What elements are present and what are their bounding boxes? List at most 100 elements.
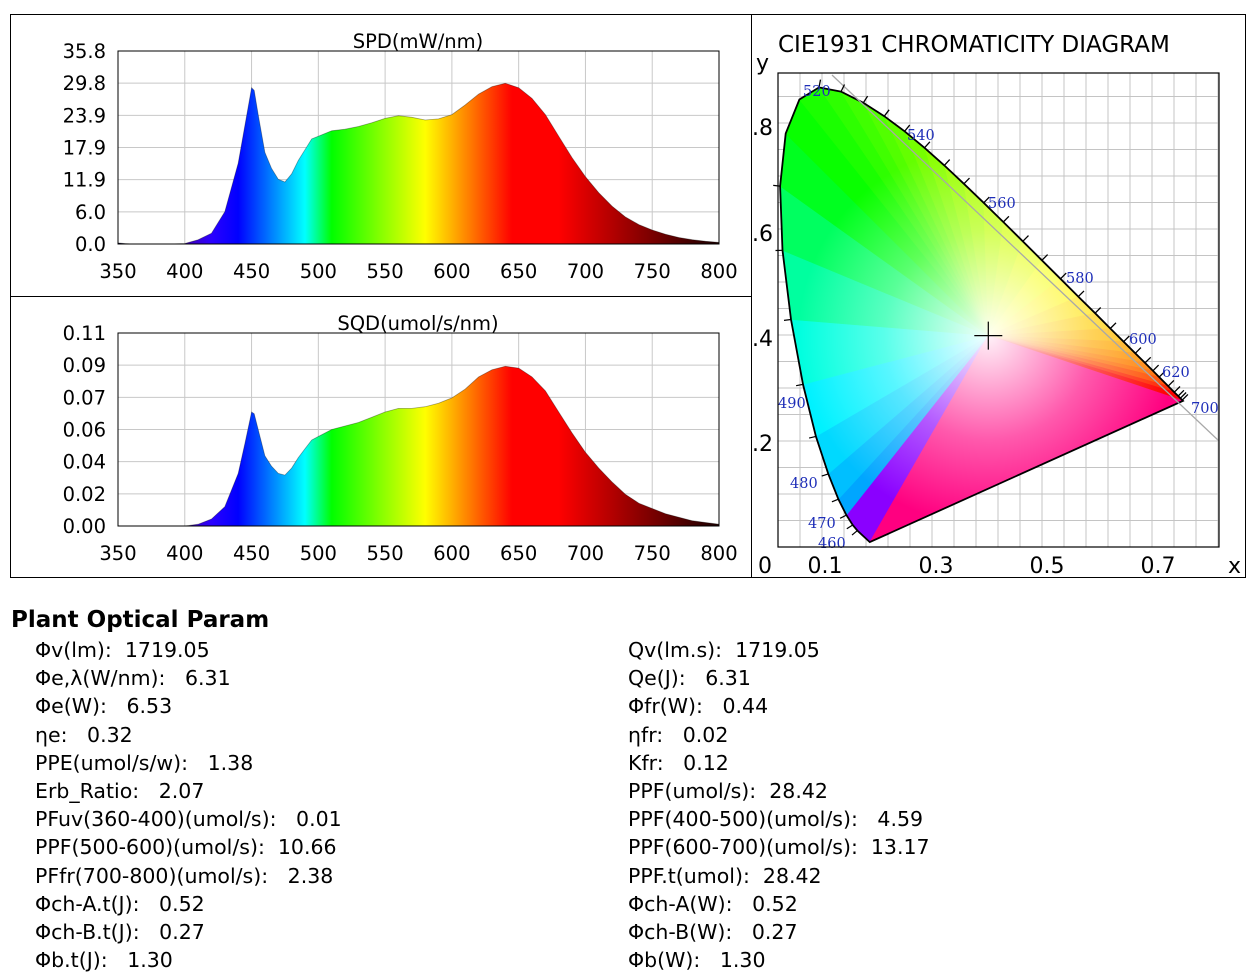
sqd-y-tick-label: 0.00 xyxy=(63,515,106,538)
cie-wavelength-label: 520 xyxy=(803,84,831,100)
param-left-row: ηe: 0.32 xyxy=(35,722,133,747)
cie-locus-tick xyxy=(1123,335,1130,343)
cie-locus-tick xyxy=(1134,347,1142,354)
cie-locus-tick xyxy=(1152,364,1160,372)
sqd-x-tick-label: 600 xyxy=(433,542,470,565)
param-left-row: Φb.t(J): 1.30 xyxy=(35,948,173,973)
sqd-x-tick-label: 650 xyxy=(500,542,537,565)
param-right-row: Qv(lm.s): 1719.05 xyxy=(628,638,820,662)
cie-locus-tick xyxy=(1022,235,1029,242)
spd-y-tick-label: 0.0 xyxy=(75,233,106,256)
spd-plot-frame xyxy=(117,50,720,245)
sqd-y-tick-label: 0.06 xyxy=(63,419,106,442)
spd-x-tick-label: 650 xyxy=(500,260,537,283)
sqd-y-tick-label: 0.04 xyxy=(63,451,106,474)
spd-y-tick-label: 11.9 xyxy=(63,169,106,192)
sqd-x-tick-label: 800 xyxy=(700,542,737,565)
cie-locus-tick xyxy=(1002,215,1010,223)
spd-x-tick-label: 450 xyxy=(233,260,270,283)
cie-panel xyxy=(751,14,1246,578)
cie-locus-tick xyxy=(818,79,822,88)
cie-y-tick-label: .8 xyxy=(752,116,773,141)
cie-x-tick-label: 0.7 xyxy=(1141,554,1176,579)
cie-plot-frame xyxy=(777,72,1220,548)
cie-wavelength-label: 560 xyxy=(988,196,1016,212)
sqd-spectrum-line xyxy=(118,365,720,527)
spd-y-tick-label: 35.8 xyxy=(63,40,106,63)
cie-locus-tick xyxy=(1167,379,1175,387)
sqd-chart: SQD(umol/s/nm) 0.00 0.02 0.04 0.06 0.07 0.09 0… xyxy=(63,312,738,565)
spd-y-tick-label: 23.9 xyxy=(63,104,106,127)
param-right-row: Φb(W): 1.30 xyxy=(628,948,766,973)
sqd-y-tick-label: 0.07 xyxy=(63,386,106,409)
param-left-row: PPF(500-600)(umol/s): 10.66 xyxy=(35,835,337,860)
cie-wavelength-label: 460 xyxy=(818,536,846,552)
param-right-row: PPF(400-500)(umol/s): 4.59 xyxy=(628,807,924,832)
param-left-row: Φe(W): 6.53 xyxy=(35,694,173,719)
cie-x-tick-label: 0.5 xyxy=(1030,554,1065,579)
plant-params-left-column: Φv(lm): 1719.05 Φe,λ(W/nm): 6.31 Φe(W): 6.… xyxy=(35,636,342,974)
param-right-row: Φch-A(W): 0.52 xyxy=(628,891,798,916)
param-left-row: Φch-B.t(J): 0.27 xyxy=(35,920,205,945)
spd-y-tick-label: 29.8 xyxy=(63,72,106,95)
cie-locus-tick xyxy=(1077,290,1085,298)
cie-y-tick-label: .6 xyxy=(752,222,773,247)
spd-x-tick-label: 500 xyxy=(300,260,337,283)
spd-x-tick-label: 750 xyxy=(634,260,671,283)
sqd-x-tick-label: 700 xyxy=(567,542,604,565)
cie-locus-tick xyxy=(943,159,951,166)
param-right-row: Kfr: 0.12 xyxy=(628,750,729,775)
cie-locus-tick xyxy=(840,84,846,92)
cie-locus-tick xyxy=(904,124,911,132)
cie-locus-tick xyxy=(839,514,847,519)
spd-y-tick-label: 6.0 xyxy=(75,201,106,224)
param-left-row: Erb_Ratio: 2.07 xyxy=(35,779,205,804)
cie-locus-tick xyxy=(1109,322,1117,329)
spd-spectrum-area xyxy=(118,83,719,244)
sqd-title: SQD(umol/s/nm) xyxy=(337,312,498,335)
param-left-row: PPE(umol/s/w): 1.38 xyxy=(35,750,254,775)
cie-title: CIE1931 CHROMATICITY DIAGRAM xyxy=(778,32,1170,58)
cie-wavelength-label: 700 xyxy=(1191,401,1219,417)
cie-locus-tick xyxy=(783,318,792,321)
cie-y-tick-label: .4 xyxy=(752,327,773,352)
sqd-spectrum-area xyxy=(118,366,719,526)
cie-locus-tick xyxy=(1144,356,1152,364)
spd-x-tick-label: 550 xyxy=(366,260,403,283)
plant-params-title: Plant Optical Param xyxy=(11,607,270,633)
param-right-row: Φfr(W): 0.44 xyxy=(628,694,769,719)
sqd-x-tick-label: 350 xyxy=(99,542,136,565)
cie-x-tick-label: 0 xyxy=(758,554,772,579)
cie-wavelength-label: 580 xyxy=(1066,271,1094,287)
cie-locus-tick xyxy=(963,177,970,185)
sqd-plot-frame xyxy=(117,332,720,527)
cie-locus-tick xyxy=(1177,389,1185,397)
cie-chart: 460 470 480 490 520 540 560 580 600 620 700 CIE193… xyxy=(752,32,1241,579)
spd-chart: SPD(mW/nm) 0.0 6.0 11.9 17.9 23.9 29.8 35.8 35… xyxy=(63,30,738,283)
spectrum-figure: SPD(mW/nm) 0.0 6.0 11.9 17.9 23.9 29.8 35.8 35… xyxy=(10,14,1246,579)
cie-locus-tick xyxy=(831,498,839,503)
cie-locus-tick xyxy=(851,530,858,536)
param-right-row: PPF.t(umol): 28.42 xyxy=(628,863,822,888)
cie-locus-tick xyxy=(808,435,817,439)
planck-diagonal-line xyxy=(831,74,1219,442)
param-right-row: PPF(umol/s): 28.42 xyxy=(628,779,828,804)
spd-x-tick-label: 350 xyxy=(99,260,136,283)
sqd-y-tick-label: 0.02 xyxy=(63,483,106,506)
sqd-y-tick-label: 0.11 xyxy=(63,322,106,345)
spd-title: SPD(mW/nm) xyxy=(353,30,484,53)
cie-wavelength-label: 470 xyxy=(808,516,836,532)
plant-params-right-column: Qv(lm.s): 1719.05 Qe(J): 6.31 Φfr(W): 0.44… xyxy=(628,636,930,974)
param-right-row: Φch-B(W): 0.27 xyxy=(628,920,798,945)
spd-x-tick-label: 600 xyxy=(433,260,470,283)
cie-locus-tick xyxy=(1181,393,1189,401)
param-right-row: Qe(J): 6.31 xyxy=(628,666,751,691)
cie-y-tick-label: .2 xyxy=(752,432,773,457)
cie-locus-tick xyxy=(1173,386,1181,393)
cie-wavelength-label: 540 xyxy=(907,128,935,144)
spd-x-tick-label: 800 xyxy=(700,260,737,283)
spd-x-tick-label: 400 xyxy=(166,260,203,283)
sqd-x-tick-label: 550 xyxy=(366,542,403,565)
cie-locus-tick xyxy=(983,196,990,204)
cie-locus-tick xyxy=(883,109,890,117)
